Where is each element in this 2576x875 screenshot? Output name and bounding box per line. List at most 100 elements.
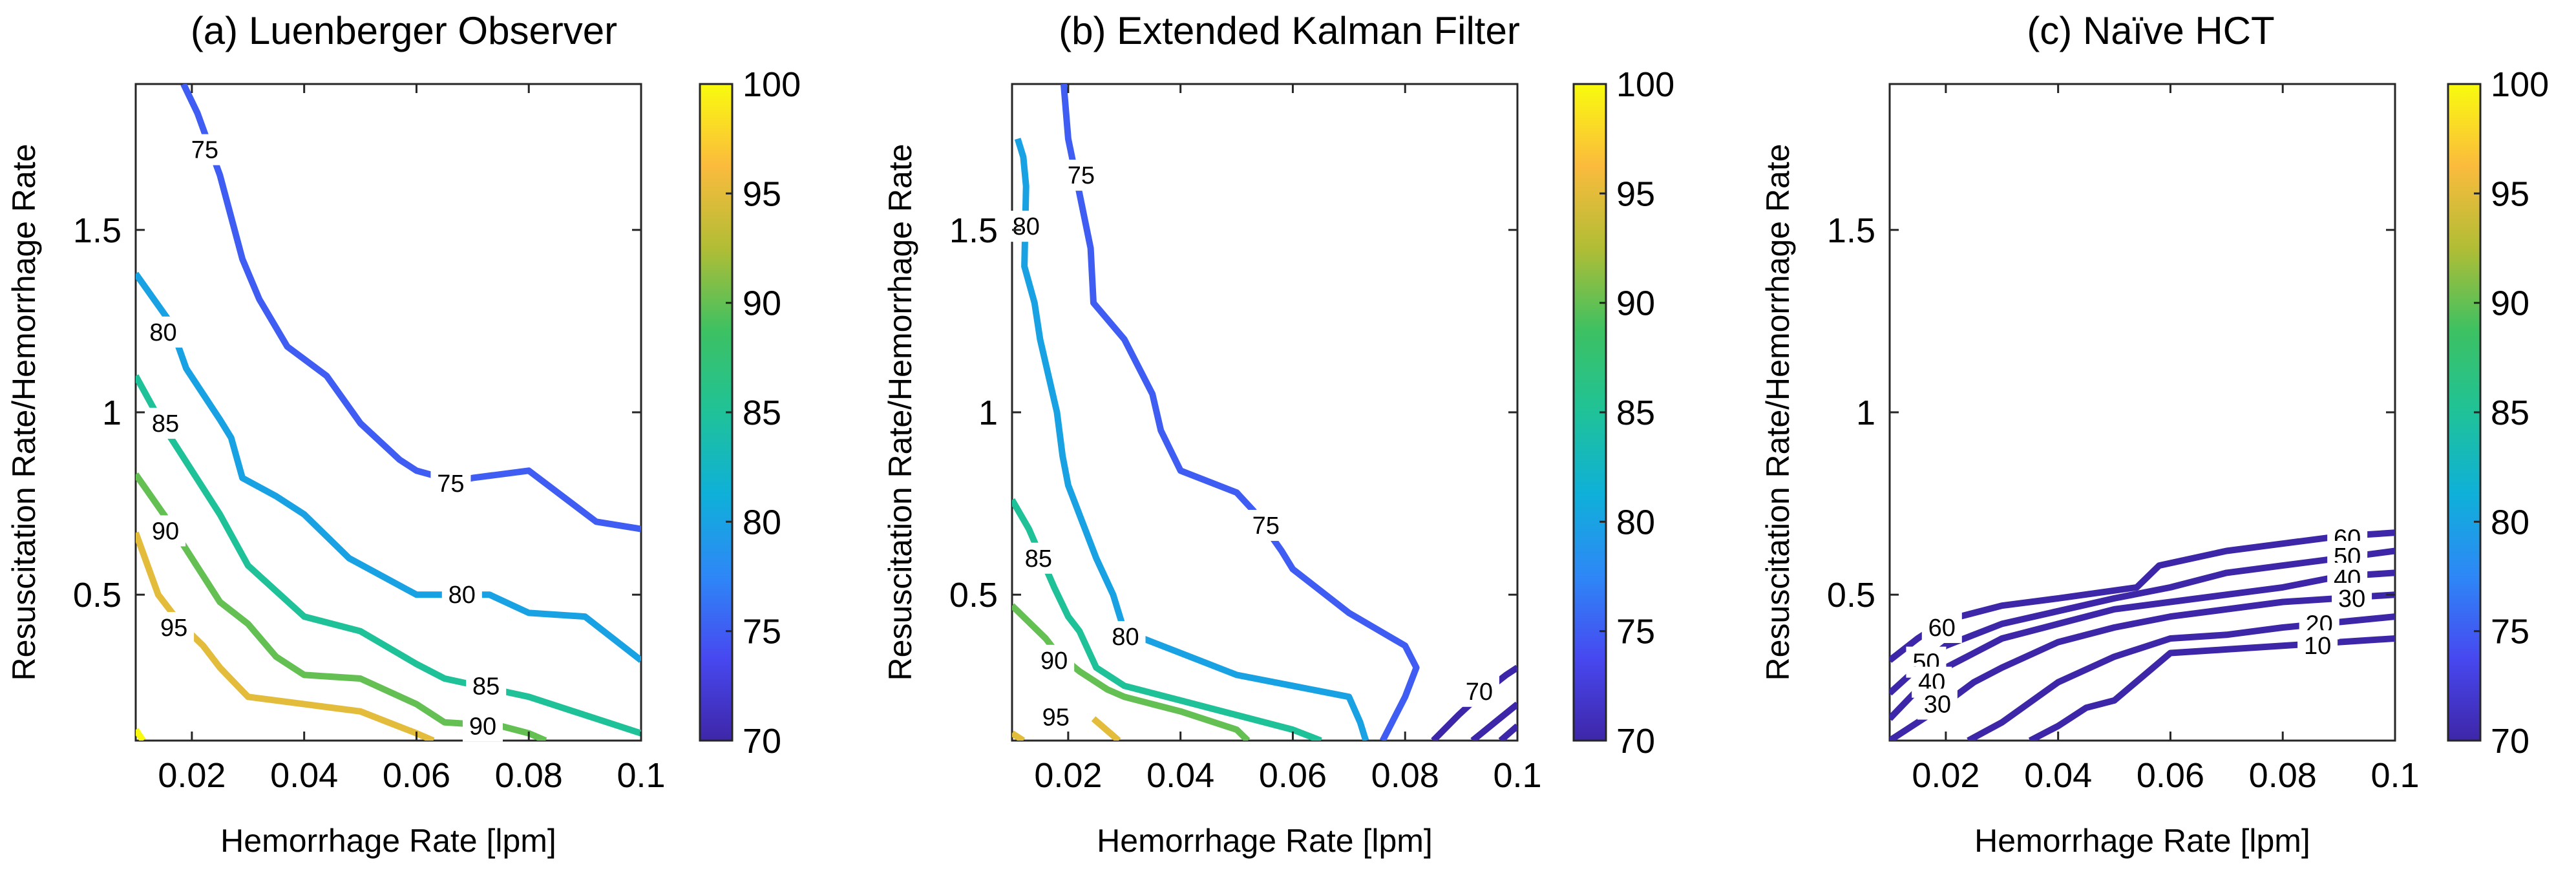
contour-line-75 — [180, 84, 641, 532]
panel-b-colorbar-ticks: 70 75 80 85 90 95 100 — [1599, 65, 1674, 761]
y-tick-label: 1.5 — [949, 211, 998, 250]
contour-line-80 — [136, 271, 641, 663]
panel-b-y-axis-label: Resuscitation Rate/Hemorrhage Rate — [882, 144, 918, 681]
contour-line-70 — [1470, 701, 1517, 741]
contour-label-background — [1034, 644, 1075, 676]
panel-c-y-axis-label: Resuscitation Rate/Hemorrhage Rate — [1760, 144, 1796, 681]
x-tick-label: 0.1 — [2370, 756, 2419, 795]
contour-label-10: 10 — [2304, 633, 2331, 660]
contour-label-background — [1245, 509, 1286, 541]
contour-label-background — [1006, 211, 1046, 242]
x-tick-label: 0.1 — [617, 756, 665, 795]
panel-b-ticks: 0.02 0.04 0.06 0.08 0.1 0.5 1 1.5 — [949, 84, 1542, 795]
contour-label-30: 30 — [1924, 691, 1951, 719]
contour-label-background — [1035, 701, 1076, 733]
contour-label-80: 80 — [149, 319, 176, 346]
y-tick-label: 1 — [102, 394, 121, 432]
x-tick-label: 0.08 — [1371, 756, 1439, 795]
contour-label-background — [145, 407, 186, 439]
x-tick-label: 0.04 — [270, 756, 338, 795]
contour-label-background — [1921, 612, 1962, 644]
panel-b: (b) Extended Kalman Filter 75 75 80 80 85 90 9… — [882, 9, 1674, 859]
contour-label-75: 75 — [1252, 512, 1280, 540]
contour-label-30: 30 — [2338, 585, 2365, 613]
contour-label-background — [2297, 630, 2338, 662]
panel-a-ticks: 0.02 0.04 0.06 0.08 0.1 0.5 1 1.5 — [73, 84, 666, 795]
y-tick-label: 1 — [978, 394, 998, 432]
contour-label-85: 85 — [472, 673, 500, 700]
colorbar-tick-label: 70 — [1616, 722, 1655, 761]
contour-label-75: 75 — [437, 470, 464, 498]
contour-label-background — [1105, 621, 1146, 653]
contour-label-background — [184, 134, 225, 165]
contour-line-80 — [1014, 138, 1369, 741]
contour-label-90: 90 — [152, 518, 179, 545]
colorbar-tick-label: 80 — [1616, 503, 1655, 542]
x-tick-label: 0.02 — [158, 756, 226, 795]
contour-label-85: 85 — [1025, 545, 1052, 573]
colorbar-tick-label: 85 — [1616, 394, 1655, 432]
contour-label-background — [462, 710, 503, 742]
panel-c-colorbar-ticks: 70 75 80 85 90 95 100 — [2474, 65, 2549, 761]
contour-label-background — [466, 670, 507, 702]
colorbar-tick-label: 85 — [2491, 394, 2529, 432]
x-tick-label: 0.04 — [2024, 756, 2092, 795]
panel-a-y-axis-label: Resuscitation Rate/Hemorrhage Rate — [6, 144, 42, 681]
colorbar-tick-label: 100 — [1616, 65, 1674, 104]
contour-label-background — [143, 316, 184, 348]
panel-b-title: (b) Extended Kalman Filter — [1059, 9, 1520, 52]
contour-line-95 — [1091, 716, 1121, 741]
colorbar-tick-label: 75 — [743, 613, 781, 651]
contour-line-75 — [1060, 84, 1420, 741]
contour-label-background — [1459, 675, 1499, 707]
contour-label-90: 90 — [1040, 648, 1068, 675]
x-tick-label: 0.06 — [383, 756, 450, 795]
colorbar-tick-label: 95 — [2491, 174, 2529, 213]
contour-line-70 — [1498, 723, 1517, 741]
colorbar-tick-label: 75 — [1616, 613, 1655, 651]
x-tick-label: 0.08 — [2249, 756, 2317, 795]
colorbar-tick-label: 95 — [1616, 174, 1655, 213]
contour-label-60: 60 — [1928, 615, 1956, 642]
x-tick-label: 0.08 — [495, 756, 563, 795]
colorbar-tick-label: 95 — [743, 174, 781, 213]
y-tick-label: 0.5 — [1827, 576, 1875, 615]
y-tick-label: 0.5 — [949, 576, 998, 615]
colorbar-tick-label: 100 — [743, 65, 801, 104]
panel-a-colorbar-ticks: 70 75 80 85 90 95 100 — [726, 65, 801, 761]
contour-label-75: 75 — [1068, 162, 1095, 189]
contour-label-90: 90 — [469, 713, 496, 740]
panel-b-contour-labels: 75 75 80 80 85 90 95 70 — [1006, 160, 1499, 733]
x-tick-label: 0.02 — [1912, 756, 1980, 795]
colorbar-tick-label: 90 — [2491, 284, 2529, 323]
colorbar-tick-label: 70 — [2491, 722, 2529, 761]
y-tick-label: 1.5 — [1827, 211, 1875, 250]
colorbar-tick-label: 90 — [743, 284, 781, 323]
contour-label-background — [1917, 688, 1958, 720]
y-tick-label: 0.5 — [73, 576, 121, 615]
colorbar-tick-label: 80 — [2491, 503, 2529, 542]
panel-a-title: (a) Luenberger Observer — [191, 9, 617, 52]
contour-label-85: 85 — [152, 410, 179, 438]
colorbar-tick-label: 90 — [1616, 284, 1655, 323]
x-tick-label: 0.1 — [1493, 756, 1541, 795]
colorbar-tick-label: 75 — [2491, 613, 2529, 651]
contour-line-100 — [136, 728, 146, 741]
contour-label-80: 80 — [1112, 624, 1139, 651]
contour-label-95: 95 — [1042, 704, 1070, 731]
panel-c-x-axis-label: Hemorrhage Rate [lpm] — [1974, 823, 2310, 859]
contour-line-30 — [1890, 591, 2395, 741]
panel-a-x-axis-label: Hemorrhage Rate [lpm] — [220, 823, 556, 859]
panel-a-contour-labels: 75 75 80 80 85 85 90 90 95 — [143, 134, 507, 742]
colorbar-tick-label: 70 — [743, 722, 781, 761]
panel-b-x-axis-label: Hemorrhage Rate [lpm] — [1097, 823, 1433, 859]
colorbar-tick-label: 85 — [743, 394, 781, 432]
panel-c-title: (c) Naïve HCT — [2027, 9, 2274, 52]
contour-label-background — [154, 612, 195, 644]
x-tick-label: 0.04 — [1146, 756, 1214, 795]
x-tick-label: 0.02 — [1034, 756, 1102, 795]
contour-label-background — [1018, 542, 1059, 574]
